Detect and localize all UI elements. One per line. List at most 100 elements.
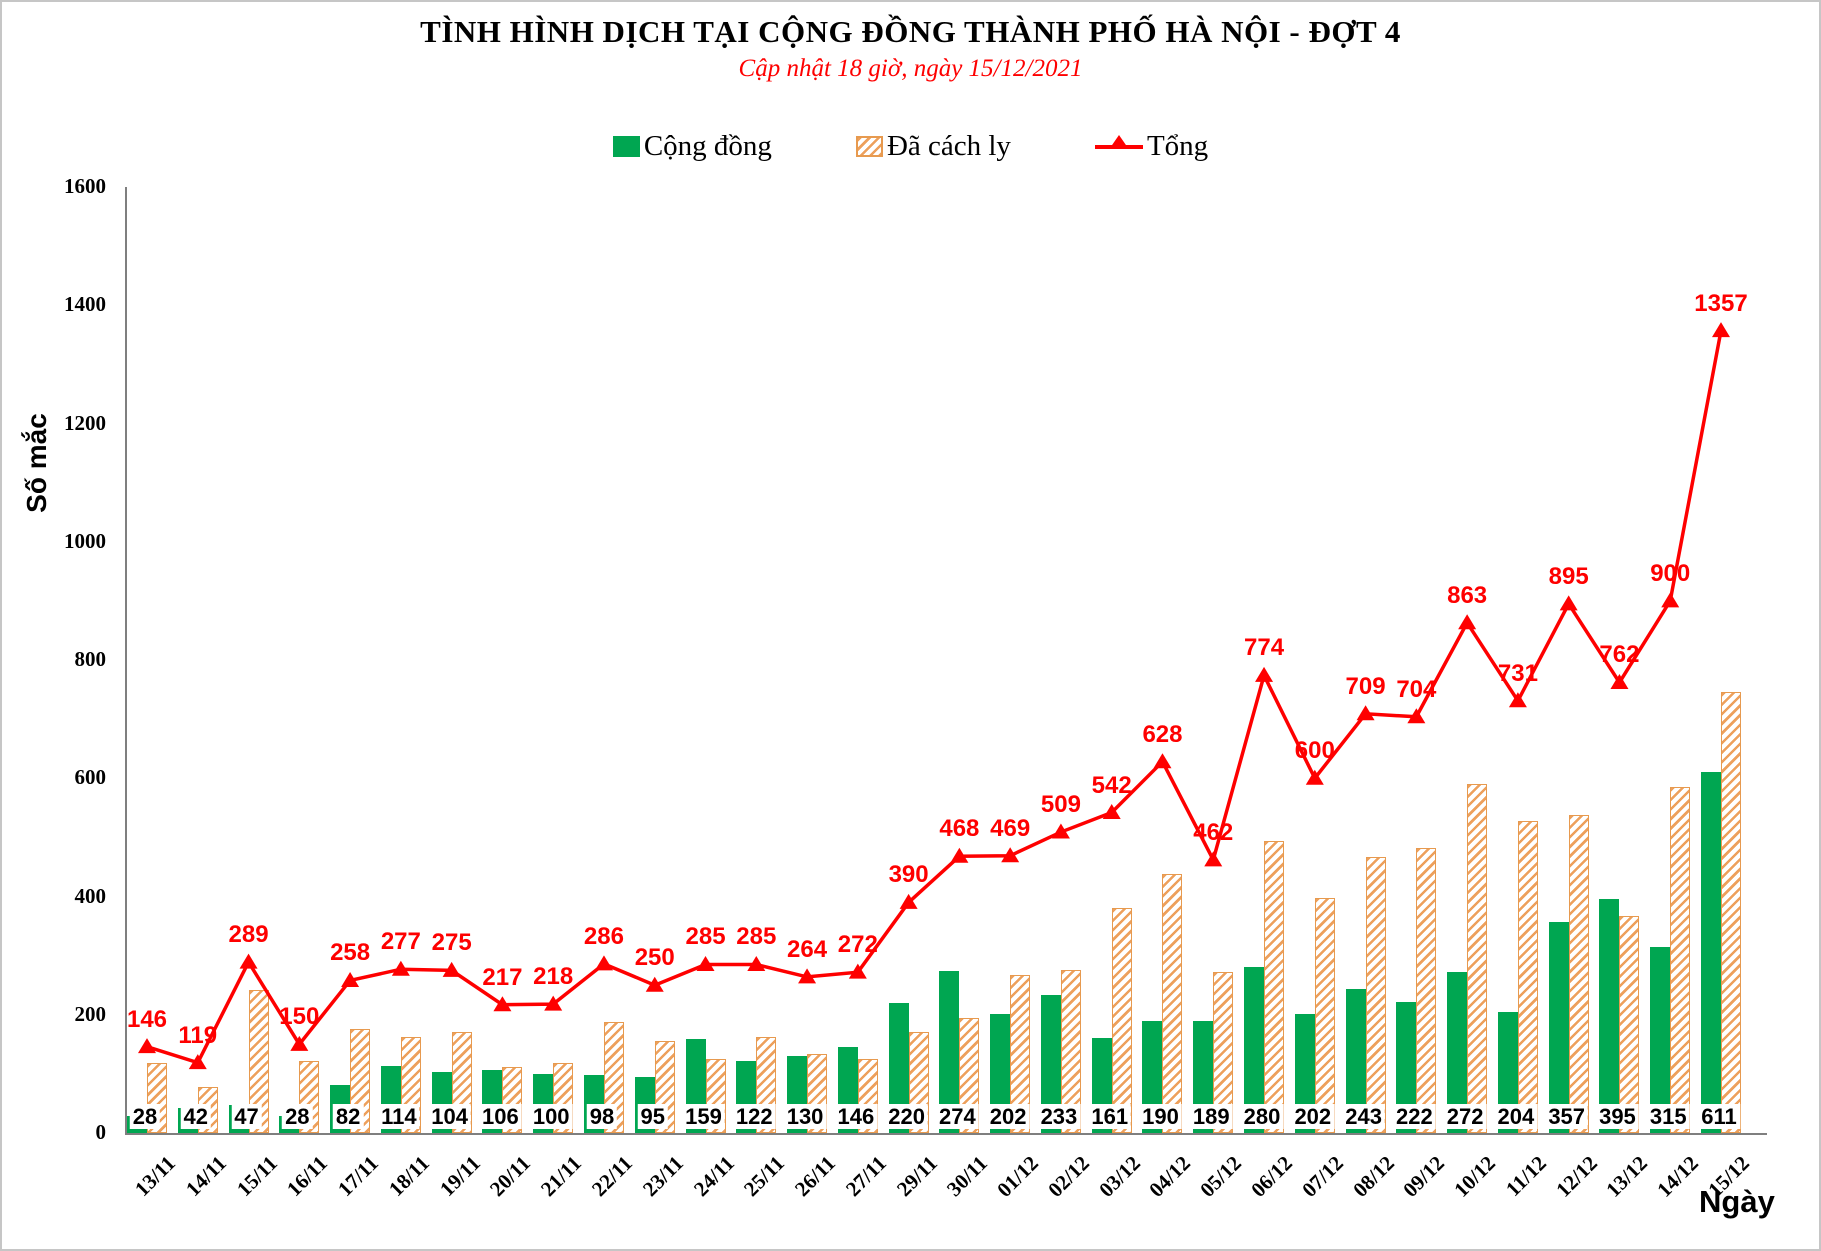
total-value-label: 462 bbox=[1193, 818, 1234, 846]
total-marker-icon bbox=[1255, 666, 1274, 682]
bar-cong-dong bbox=[1447, 972, 1468, 1133]
bar-da-cach-ly bbox=[1213, 971, 1234, 1133]
total-marker-icon bbox=[391, 960, 410, 976]
bar-value-label: 611 bbox=[1698, 1104, 1740, 1129]
total-value-label: 277 bbox=[380, 928, 421, 956]
total-marker-icon bbox=[1305, 769, 1324, 785]
y-tick-label: 400 bbox=[74, 883, 107, 908]
y-tick-label: 1400 bbox=[64, 292, 106, 317]
y-tick-label: 800 bbox=[74, 647, 107, 671]
bar-value-label: 202 bbox=[1291, 1104, 1335, 1129]
total-marker-icon bbox=[594, 955, 613, 971]
total-marker-icon bbox=[1051, 823, 1070, 839]
total-marker-icon bbox=[848, 963, 867, 979]
y-tick-label: 1600 bbox=[64, 174, 106, 198]
bar-value-label: 114 bbox=[378, 1104, 420, 1129]
total-value-label: 217 bbox=[482, 963, 523, 991]
total-marker-icon bbox=[950, 847, 969, 863]
total-marker-icon bbox=[188, 1054, 207, 1070]
bar-cong-dong bbox=[1497, 1012, 1518, 1133]
total-marker-icon bbox=[645, 976, 664, 992]
total-marker-icon bbox=[899, 893, 918, 909]
legend: Cộng đồng Đã cách ly Tổng bbox=[2, 130, 1819, 163]
total-value-label: 1357 bbox=[1694, 289, 1748, 317]
total-marker-icon bbox=[138, 1038, 156, 1054]
bar-cong-dong bbox=[1548, 921, 1569, 1133]
bar-value-label: 159 bbox=[682, 1104, 725, 1129]
chart-title: TÌNH HÌNH DỊCH TẠI CỘNG ĐỒNG THÀNH PHỐ H… bbox=[420, 14, 1401, 49]
bar-cong-dong bbox=[1599, 899, 1620, 1133]
total-marker-icon bbox=[798, 968, 817, 984]
bar-value-label: 190 bbox=[1139, 1104, 1182, 1129]
green-bar-swatch-icon bbox=[612, 136, 640, 157]
total-value-label: 468 bbox=[939, 815, 980, 843]
total-value-label: 264 bbox=[787, 935, 828, 963]
bar-value-label: 202 bbox=[986, 1104, 1030, 1129]
total-marker-icon bbox=[290, 1035, 309, 1051]
bar-da-cach-ly bbox=[1264, 840, 1285, 1133]
total-line-layer bbox=[138, 322, 1730, 1070]
bar-da-cach-ly bbox=[1162, 874, 1183, 1133]
total-value-label: 762 bbox=[1599, 641, 1640, 669]
y-tick-label: 1200 bbox=[64, 410, 106, 435]
chart-subtitle: Cập nhật 18 giờ, ngày 15/12/2021 bbox=[738, 55, 1083, 82]
total-value-label: 285 bbox=[736, 923, 777, 951]
bar-value-label: 28 bbox=[282, 1104, 313, 1129]
total-value-label: 774 bbox=[1244, 634, 1285, 662]
total-value-label: 285 bbox=[685, 923, 726, 951]
bar-da-cach-ly bbox=[1721, 691, 1741, 1133]
total-marker-icon bbox=[1356, 705, 1375, 721]
bar-value-label: 122 bbox=[732, 1104, 776, 1129]
total-marker-icon bbox=[1001, 847, 1020, 863]
total-value-label: 509 bbox=[1040, 791, 1081, 819]
bar-da-cach-ly bbox=[248, 989, 269, 1133]
bar-value-label: 47 bbox=[231, 1104, 262, 1129]
total-value-label: 218 bbox=[533, 963, 574, 991]
bar-value-label: 220 bbox=[885, 1104, 928, 1129]
bar-value-label: 146 bbox=[834, 1104, 878, 1129]
bar-da-cach-ly bbox=[1365, 857, 1386, 1133]
total-marker-icon bbox=[239, 953, 258, 969]
legend-label: Đã cách ly bbox=[886, 130, 1011, 162]
bar-value-label: 189 bbox=[1189, 1104, 1233, 1129]
total-value-label: 704 bbox=[1396, 675, 1437, 703]
bar-value-label: 357 bbox=[1545, 1104, 1589, 1129]
total-value-label: 289 bbox=[228, 921, 269, 949]
total-value-label: 542 bbox=[1091, 771, 1132, 799]
bar-da-cach-ly bbox=[1619, 916, 1640, 1133]
total-value-label: 600 bbox=[1294, 737, 1335, 765]
bar-value-label: 315 bbox=[1646, 1104, 1690, 1129]
total-marker-icon bbox=[1712, 322, 1730, 338]
total-value-label: 119 bbox=[178, 1021, 218, 1049]
bar-value-label: 274 bbox=[936, 1104, 979, 1129]
bar-cong-dong bbox=[1396, 1001, 1417, 1133]
bar-cong-dong bbox=[1294, 1013, 1315, 1133]
bar-da-cach-ly bbox=[1111, 907, 1132, 1133]
total-value-label: 390 bbox=[888, 861, 929, 889]
total-value-label: 863 bbox=[1447, 581, 1488, 609]
legend-item-cong-dong: Cộng đồng bbox=[612, 130, 772, 163]
total-value-label: 258 bbox=[330, 939, 371, 967]
bar-value-label: 204 bbox=[1494, 1104, 1538, 1129]
y-tick-label: 600 bbox=[74, 765, 107, 790]
bar-da-cach-ly bbox=[1467, 783, 1488, 1133]
y-tick-label: 0 bbox=[95, 1120, 107, 1144]
total-marker-icon bbox=[1458, 614, 1477, 630]
total-marker-icon bbox=[442, 961, 461, 977]
total-marker-icon bbox=[1153, 753, 1172, 769]
total-value-label: 286 bbox=[583, 922, 624, 950]
bar-cong-dong bbox=[990, 1013, 1011, 1133]
bar-da-cach-ly bbox=[1060, 969, 1081, 1133]
bar-value-label: 98 bbox=[586, 1104, 618, 1129]
total-value-label: 900 bbox=[1650, 559, 1691, 587]
total-marker-icon bbox=[341, 971, 360, 987]
total-value-label: 628 bbox=[1142, 720, 1183, 748]
total-marker-icon bbox=[493, 996, 512, 1012]
total-marker-icon bbox=[1610, 673, 1629, 689]
total-marker-icon bbox=[1661, 592, 1680, 608]
bar-da-cach-ly bbox=[1517, 821, 1538, 1133]
bar-da-cach-ly bbox=[1010, 975, 1031, 1133]
bar-value-label: 280 bbox=[1240, 1104, 1284, 1129]
bar-value-label: 42 bbox=[180, 1104, 212, 1129]
